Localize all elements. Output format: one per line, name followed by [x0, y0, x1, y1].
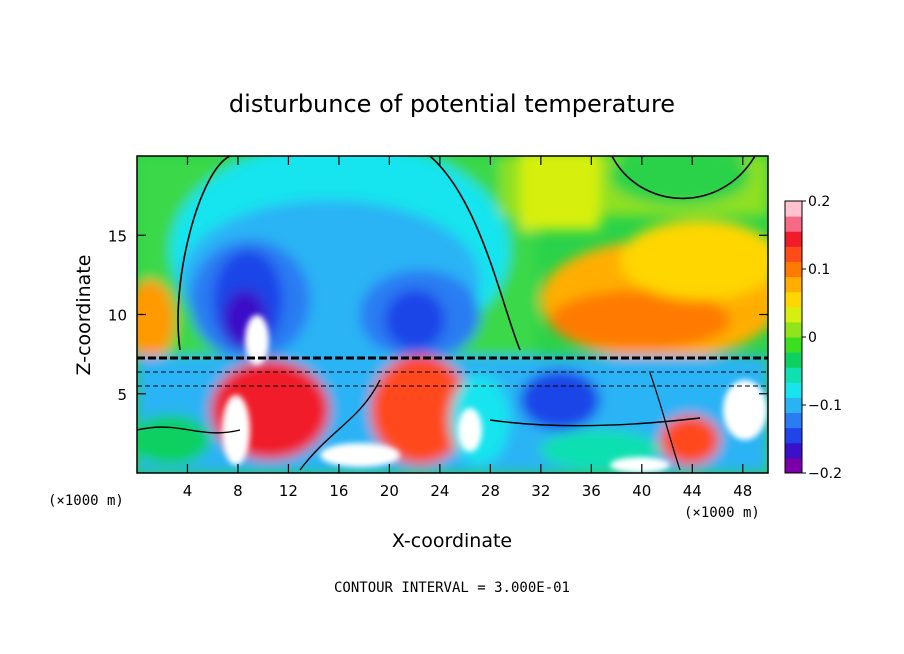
x-tick-label: 36: [582, 482, 601, 500]
x-tick-label: 28: [481, 482, 500, 500]
colorbar-segment: [785, 231, 802, 247]
y-axis-label: Z-coordinate: [73, 255, 95, 376]
colorbar-ticks: 0.2 0.1 0 −0.1 −0.2: [802, 194, 842, 482]
colorbar-tick-label: 0: [808, 330, 817, 346]
contour-interval-note: CONTOUR INTERVAL = 3.000E-01: [334, 580, 570, 596]
x-tick-label: 20: [380, 482, 399, 500]
x-tick-label: 24: [430, 482, 449, 500]
colorbar-segment: [785, 412, 802, 429]
colorbar-segment: [785, 261, 802, 278]
y-tick-label: 10: [108, 307, 127, 325]
x-axis: 4 8 12 16 20 24 28 32 36 40 44 48: [183, 156, 752, 500]
x-tick-label: 32: [531, 482, 550, 500]
colorbar-segment: [785, 367, 802, 383]
colorbar-segment: [785, 457, 802, 474]
x-unit-label-right: (×1000 m): [684, 505, 760, 521]
x-tick-label: 16: [329, 482, 348, 500]
heatmap-field: [137, 156, 768, 473]
y-axis: 5 10 15: [108, 227, 768, 404]
colorbar-segment: [785, 382, 802, 398]
colorbar-segment: [785, 201, 802, 217]
colorbar-segment: [785, 276, 802, 293]
colorbar-segment: [785, 427, 802, 444]
chart-title: disturbunce of potential temperature: [229, 90, 675, 118]
colorbar-segment: [785, 321, 802, 338]
y-tick-label: 5: [117, 386, 127, 404]
colorbar: [784, 200, 803, 474]
x-unit-label-left: (×1000 m): [48, 493, 124, 509]
colorbar-segment: [785, 291, 802, 308]
x-tick-label: 8: [233, 482, 243, 500]
colorbar-tick-label: 0.2: [808, 194, 830, 210]
colorbar-segment: [785, 337, 802, 353]
y-tick-label: 15: [108, 227, 127, 245]
colorbar-segment: [785, 216, 802, 232]
colorbar-segment: [785, 246, 802, 262]
x-axis-label: X-coordinate: [392, 530, 512, 552]
x-tick-label: 12: [279, 482, 298, 500]
x-tick-label: 44: [683, 482, 702, 500]
x-tick-label: 4: [183, 482, 193, 500]
colorbar-segment: [785, 442, 802, 459]
x-tick-label: 40: [632, 482, 651, 500]
colorbar-tick-label: 0.1: [808, 262, 830, 278]
colorbar-segment: [785, 352, 802, 368]
colorbar-tick-label: −0.2: [808, 466, 842, 482]
colorbar-tick-label: −0.1: [808, 398, 842, 414]
x-tick-label: 48: [733, 482, 752, 500]
colorbar-segment: [785, 306, 802, 323]
colorbar-segment: [785, 397, 802, 414]
